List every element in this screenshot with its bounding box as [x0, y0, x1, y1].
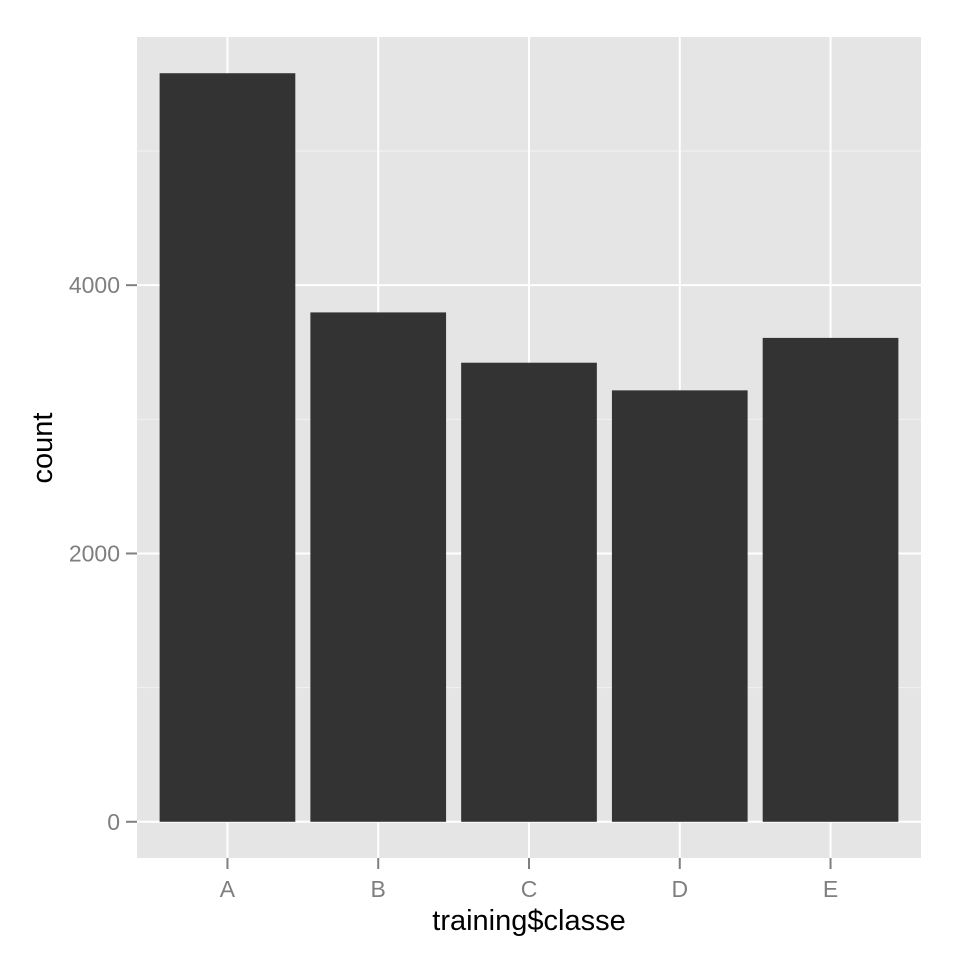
bars-group — [159, 73, 899, 822]
bar-b — [310, 312, 447, 822]
y-tick-label: 4000 — [69, 272, 120, 298]
bar-c — [461, 362, 597, 822]
x-tick-label: D — [671, 876, 688, 902]
x-tick-label: B — [371, 876, 386, 902]
y-tick-label: 0 — [107, 809, 120, 835]
x-tick-label: A — [220, 876, 236, 902]
x-axis-title: training$classe — [432, 905, 625, 937]
y-tick-label: 2000 — [69, 540, 120, 566]
y-axis: 0 2000 4000 — [69, 272, 137, 835]
bar-e — [762, 337, 899, 822]
bar-d — [611, 390, 748, 822]
y-axis-title: count — [27, 413, 59, 484]
bar-a — [159, 73, 296, 822]
x-tick-label: E — [823, 876, 838, 902]
x-axis: A B C D E — [220, 858, 838, 902]
x-tick-label: C — [521, 876, 538, 902]
